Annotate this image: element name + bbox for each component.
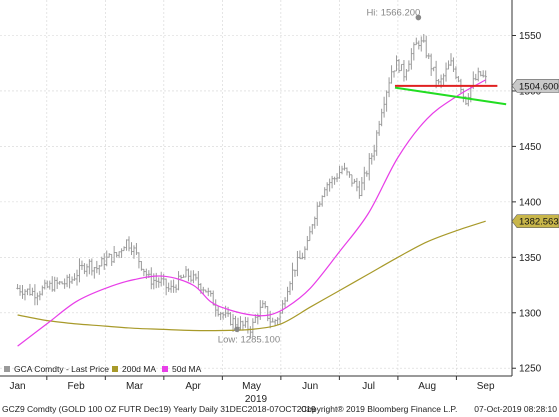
legend-item-50d: 50d MA [172, 364, 202, 374]
y-tick-label: 1300 [519, 308, 542, 319]
footer: GCZ9 Comdty (GOLD 100 OZ FUTR Dec19) Yea… [2, 404, 557, 414]
gridlines [0, 0, 512, 376]
legend-item-200d: 200d MA [122, 364, 156, 374]
footer-copyright: Copyright® 2019 Bloomberg Finance L.P. [301, 404, 457, 414]
x-tick-label: Mar [126, 381, 144, 392]
ma200-line [17, 220, 486, 332]
low-annotation: Low: 1285.100 [218, 334, 280, 345]
y-tick-label: 1250 [519, 364, 542, 375]
legend-item-last-price: GCA Comdty - Last Price [14, 364, 109, 374]
x-tick-label: Jan [9, 381, 25, 392]
price-tag-label: 1504.600 [519, 81, 559, 92]
legend: GCA Comdty - Last Price 200d MA 50d MA [4, 364, 202, 374]
y-tick-label: 1550 [519, 31, 542, 42]
x-axis-ticks: Jan Feb Mar Apr May Jun Jul Aug Sep [9, 376, 495, 392]
price-tag-box [511, 79, 559, 93]
x-tick-label: Jul [362, 381, 375, 392]
price-tag-label: 1382.563 [519, 217, 559, 228]
legend-swatch-last-price [4, 366, 10, 372]
x-tick-label: Sep [477, 381, 495, 392]
x-tick-label: Aug [418, 381, 436, 392]
green-trend-line [394, 86, 507, 106]
low-marker [234, 326, 240, 333]
price-tags: 1504.600 1382.563 [511, 79, 559, 229]
x-tick-label: Feb [67, 381, 85, 392]
y-tick-label: 1350 [519, 253, 542, 264]
legend-swatch-50d [162, 366, 168, 372]
legend-swatch-200d [112, 366, 118, 372]
ma50-line [17, 79, 486, 347]
year-label: 2019 [245, 394, 268, 405]
x-tick-label: Apr [185, 381, 201, 392]
x-tick-label: May [242, 381, 261, 392]
price-tag-box [511, 214, 559, 229]
high-annotation: Hi: 1566.200 [366, 8, 420, 19]
high-marker [415, 14, 422, 21]
footer-timestamp: 07-Oct-2019 08:28:10 [474, 404, 557, 414]
x-tick-label: Jun [302, 381, 318, 392]
y-tick-label: 1450 [519, 142, 542, 153]
footer-ticker: GCZ9 Comdty (GOLD 100 OZ FUTR Dec19) Yea… [2, 404, 316, 414]
y-tick-label: 1400 [519, 197, 542, 208]
